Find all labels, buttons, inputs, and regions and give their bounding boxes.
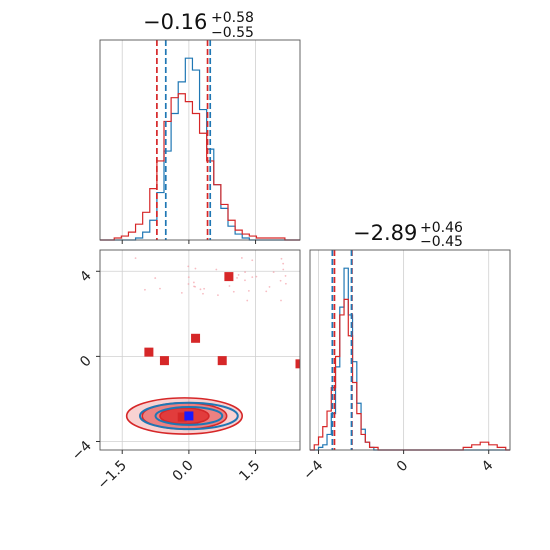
hist2-xtick-label: 4 bbox=[479, 457, 497, 475]
joint-ytick-label: −4 bbox=[69, 438, 95, 464]
sample-point bbox=[215, 268, 218, 271]
sample-point bbox=[134, 257, 137, 260]
joint-xtick-label: 0.0 bbox=[170, 458, 197, 485]
sample-point bbox=[247, 290, 250, 292]
sample-point bbox=[236, 277, 238, 279]
sample-point bbox=[282, 262, 285, 265]
joint-xtick-label: 1.5 bbox=[236, 458, 263, 485]
title-p1-plus: +0.58 bbox=[211, 10, 254, 26]
hist2-xtick-label: 0 bbox=[394, 458, 412, 476]
sample-point bbox=[203, 287, 206, 290]
panel-frame bbox=[309, 249, 511, 451]
panel-marginal-p2 bbox=[309, 249, 511, 451]
sample-point bbox=[244, 271, 246, 273]
hist-series-red bbox=[310, 298, 510, 451]
panel-frame bbox=[99, 39, 301, 241]
sample-point bbox=[154, 277, 157, 279]
sample-point bbox=[159, 287, 161, 290]
panel-frame bbox=[99, 249, 301, 451]
panel-marginal-p1 bbox=[99, 39, 301, 241]
title-p1-minus: −0.55 bbox=[211, 25, 254, 41]
title-p2-minus: −0.45 bbox=[420, 234, 463, 250]
joint-plot-area bbox=[100, 250, 300, 450]
axis-tick-labels: −1.5 0.0 1.5 −4 0 4 −4 0 4 bbox=[69, 240, 497, 493]
sample-point bbox=[202, 292, 204, 295]
marker-red-square bbox=[224, 272, 234, 282]
hist-series-red bbox=[100, 93, 300, 241]
sample-point bbox=[282, 268, 285, 271]
hist-series-blue bbox=[310, 267, 510, 451]
sample-point bbox=[279, 279, 282, 282]
sample-point bbox=[217, 294, 219, 296]
sample-point bbox=[194, 267, 197, 270]
marker-red-square bbox=[177, 412, 187, 422]
title-p2-plus: +0.46 bbox=[420, 220, 463, 236]
sample-point bbox=[265, 290, 268, 293]
sample-point bbox=[180, 291, 183, 294]
title-p1-main: −0.16 bbox=[143, 10, 207, 34]
sample-point bbox=[268, 286, 271, 288]
joint-ytick-label: 4 bbox=[77, 268, 95, 286]
sample-point bbox=[284, 282, 287, 285]
title-p2-main: −2.89 bbox=[353, 221, 417, 245]
sample-point bbox=[280, 299, 282, 302]
sample-point bbox=[246, 299, 249, 302]
sample-point bbox=[251, 276, 254, 279]
marker-truth-blue bbox=[184, 411, 194, 421]
sample-point bbox=[187, 276, 190, 279]
title-p1: −0.16 +0.58 −0.55 bbox=[143, 10, 254, 41]
sample-point bbox=[192, 281, 195, 284]
sample-point bbox=[144, 288, 146, 291]
sample-point bbox=[240, 257, 243, 259]
sample-point bbox=[272, 271, 275, 274]
hist2-xtick-label: −4 bbox=[300, 457, 326, 483]
contour-blue bbox=[154, 406, 224, 426]
contour-blue bbox=[139, 401, 239, 431]
sample-point bbox=[284, 275, 287, 277]
title-p2: −2.89 +0.46 −0.45 bbox=[353, 220, 463, 250]
marker-red-square bbox=[159, 356, 169, 366]
sample-point bbox=[237, 274, 240, 276]
sample-point bbox=[228, 285, 231, 287]
sample-point bbox=[280, 257, 283, 260]
marker-red-square bbox=[144, 347, 154, 357]
sample-point bbox=[232, 290, 235, 293]
sample-point bbox=[251, 259, 254, 262]
marker-red-square bbox=[217, 356, 227, 366]
hist-series-blue bbox=[100, 57, 300, 241]
sample-point bbox=[187, 265, 190, 268]
sample-point bbox=[244, 279, 246, 282]
joint-xtick-label: −1.5 bbox=[95, 458, 130, 493]
panel-joint-p1-p2 bbox=[99, 249, 301, 451]
sample-point bbox=[193, 285, 195, 288]
sample-point bbox=[199, 288, 202, 291]
sample-point bbox=[187, 283, 190, 285]
marker-red-square bbox=[191, 333, 201, 343]
marker-red-square bbox=[295, 359, 300, 369]
sample-point bbox=[255, 275, 258, 278]
joint-ytick-label: 0 bbox=[77, 353, 95, 371]
